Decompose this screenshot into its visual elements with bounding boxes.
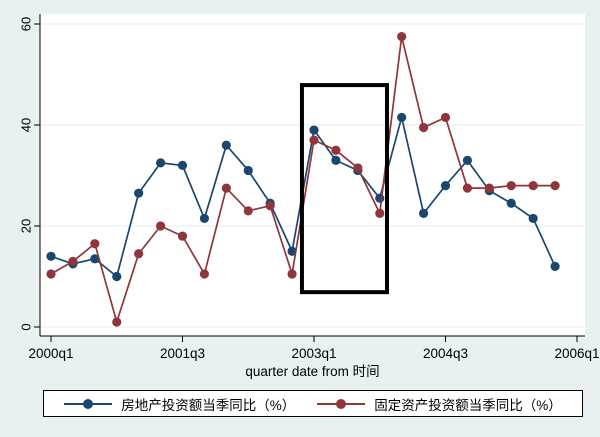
svg-text:2000q1: 2000q1 [28, 346, 73, 361]
svg-text:2001q3: 2001q3 [160, 346, 205, 361]
svg-text:2006q1: 2006q1 [554, 346, 599, 361]
svg-text:40: 40 [19, 118, 34, 132]
legend-line-marker-icon-1 [317, 398, 366, 409]
svg-text:20: 20 [19, 219, 34, 233]
legend-item-fixed-assets: 固定资产投资额当季同比（%） [317, 394, 562, 414]
legend-label-fixed-assets: 固定资产投资额当季同比（%） [374, 397, 562, 413]
svg-text:2003q1: 2003q1 [291, 346, 336, 361]
legend-line-marker-icon-0 [64, 398, 113, 409]
legend-dot-1 [336, 398, 347, 409]
svg-text:2004q3: 2004q3 [423, 346, 468, 361]
svg-text:0: 0 [19, 323, 34, 330]
x-axis-title: quarter date from 时间 [245, 364, 380, 379]
legend-dot-0 [83, 398, 94, 409]
legend-label-real-estate: 房地产投资额当季同比（%） [121, 397, 296, 413]
legend-item-real-estate: 房地产投资额当季同比（%） [64, 394, 295, 414]
svg-text:60: 60 [19, 17, 34, 31]
legend: 房地产投资额当季同比（%） 固定资产投资额当季同比（%） [43, 390, 583, 417]
